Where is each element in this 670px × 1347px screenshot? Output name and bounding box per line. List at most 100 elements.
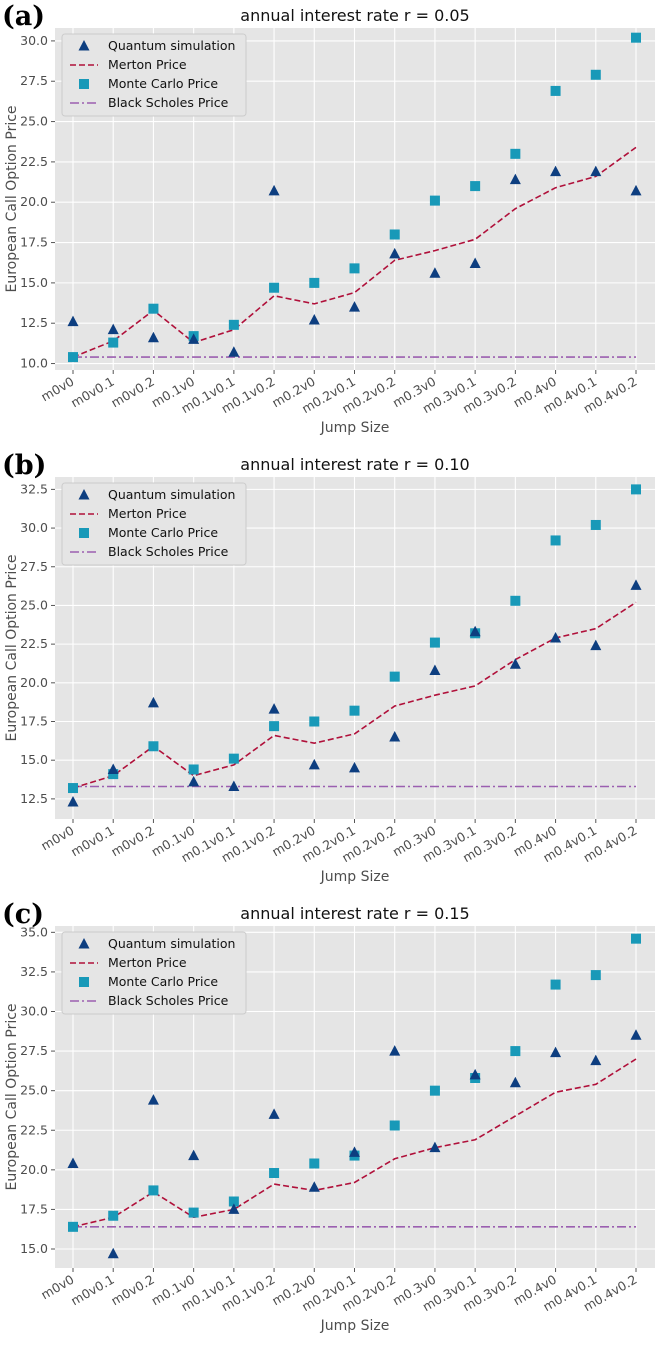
x-tick-label: m0v0.2 (108, 1272, 157, 1309)
monte-carlo-point (590, 519, 601, 530)
quantum-point (550, 165, 562, 177)
monte-carlo-point (429, 1085, 440, 1096)
y-tick-label: 10.0 (20, 356, 48, 371)
quantum-point (389, 730, 401, 742)
monte-carlo-point (228, 1196, 239, 1207)
x-tick-label: m0v0.1 (68, 1272, 117, 1309)
quantum-point (188, 775, 200, 787)
y-tick-label: 12.5 (20, 791, 48, 806)
y-tick-label: 15.0 (20, 1241, 48, 1256)
quantum-point (429, 664, 441, 675)
y-tick-label: 35.0 (20, 924, 48, 939)
monte-carlo-point (148, 303, 159, 314)
legend-label: Merton Price (108, 506, 187, 521)
y-tick-label: 15.0 (20, 752, 48, 767)
monte-carlo-point (148, 1185, 159, 1196)
monte-carlo-point (429, 637, 440, 648)
merton-line (72, 1058, 637, 1228)
legend-label: Black Scholes Price (108, 544, 229, 559)
y-tick-label: 27.5 (20, 73, 48, 88)
y-tick-label: 22.5 (20, 636, 48, 651)
quantum-point (228, 1203, 240, 1214)
legend-label: Monte Carlo Price (108, 76, 218, 91)
quantum-point (349, 761, 360, 773)
x-tick-label: m0v0.1 (68, 823, 117, 860)
monte-carlo-point (349, 705, 360, 716)
monte-carlo-point (309, 716, 320, 727)
legend-label: Quantum simulation (108, 936, 235, 951)
y-tick-label: 20.0 (20, 194, 48, 209)
monte-carlo-point (550, 85, 561, 96)
quantum-point (469, 625, 481, 637)
monte-carlo-point (269, 721, 280, 732)
quantum-point (308, 1181, 320, 1192)
monte-carlo-point (309, 1158, 320, 1169)
monte-carlo-point (108, 337, 119, 348)
quantum-point (228, 346, 240, 357)
y-axis-label: European Call Option Price (4, 1003, 20, 1190)
x-axis-label: Jump Size (320, 420, 390, 436)
legend-label: Monte Carlo Price (108, 974, 218, 989)
quantum-point (107, 1247, 119, 1259)
chart-title: annual interest rate r = 0.05 (240, 6, 469, 25)
quantum-point (590, 1054, 602, 1066)
legend-label: Quantum simulation (108, 38, 235, 53)
monte-carlo-point (148, 741, 159, 752)
legend-box (61, 931, 247, 1015)
monte-carlo-point (68, 783, 78, 794)
quantum-point (469, 257, 481, 269)
y-tick-label: 17.5 (20, 1201, 48, 1216)
monte-carlo-point (510, 1046, 521, 1057)
legend-label: Quantum simulation (108, 487, 235, 502)
legend-label: Black Scholes Price (108, 993, 229, 1008)
monte-carlo-point (590, 970, 601, 981)
monte-carlo-point (68, 1221, 78, 1232)
y-tick-label: 22.5 (20, 1122, 48, 1137)
y-tick-label: 30.0 (20, 1004, 48, 1019)
quantum-point (590, 639, 602, 651)
y-tick-label: 15.0 (20, 275, 48, 290)
y-tick-label: 25.0 (20, 1083, 48, 1098)
monte-carlo-point (389, 671, 400, 682)
y-tick-label: 30.0 (20, 520, 48, 535)
chart-svg: (a) annual interest rate r = 0.05m0v0m0v0… (2, 1, 655, 436)
y-tick-label: 20.0 (20, 675, 48, 690)
monte-carlo-point (228, 753, 239, 764)
monte-carlo-point (470, 181, 481, 192)
chart-panel-c: (c) annual interest rate r = 0.15 m0v0 m0v0… (0, 898, 670, 1347)
quantum-point (67, 1157, 79, 1168)
y-tick-label: 27.5 (20, 559, 48, 574)
y-axis-label: European Call Option Price (4, 105, 20, 292)
chart-svg: (b) annual interest rate r = 0.10m0v0m0v0… (2, 450, 655, 885)
quantum-point (550, 631, 562, 643)
panel-label: (a) (2, 1, 45, 32)
quantum-point (147, 331, 159, 343)
quantum-point (147, 696, 159, 708)
monte-carlo-point (228, 319, 239, 330)
monte-carlo-point (309, 277, 320, 288)
y-tick-label: 32.5 (20, 964, 48, 979)
quantum-point (429, 1141, 441, 1153)
y-tick-label: 12.5 (20, 315, 48, 330)
quantum-point (188, 333, 200, 344)
legend-box (61, 482, 247, 566)
y-tick-label: 20.0 (20, 1162, 48, 1177)
legend-symbol (78, 489, 90, 500)
quantum-point (630, 184, 642, 196)
monte-carlo-point (631, 933, 641, 944)
legend-label: Monte Carlo Price (108, 525, 218, 540)
monte-carlo-point (389, 229, 400, 240)
monte-carlo-point (269, 1168, 280, 1178)
quantum-point (107, 323, 119, 335)
monte-carlo-point (510, 595, 521, 606)
x-axis-label: Jump Size (320, 1318, 390, 1334)
quantum-point (509, 173, 521, 185)
y-tick-label: 17.5 (20, 714, 48, 729)
merton-line (72, 146, 637, 358)
quantum-point (147, 1094, 159, 1105)
merton-line (72, 601, 637, 789)
quantum-point (429, 267, 441, 278)
monte-carlo-point (510, 148, 521, 159)
legend-label: Merton Price (108, 57, 187, 72)
monte-carlo-point (269, 282, 280, 293)
